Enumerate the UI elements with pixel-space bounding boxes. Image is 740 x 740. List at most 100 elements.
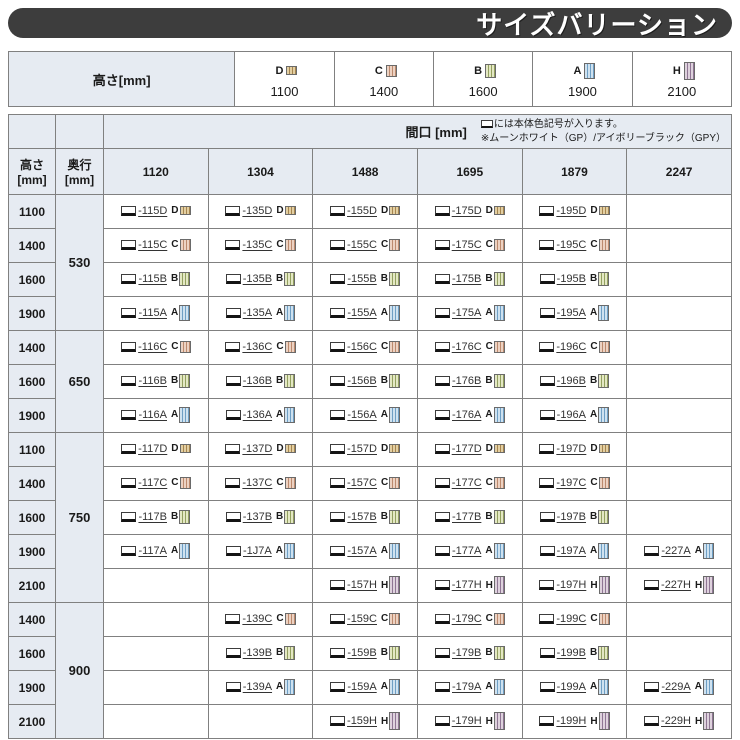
model-link[interactable]: -157C	[330, 477, 377, 489]
model-link[interactable]: -195C	[539, 239, 586, 251]
model-link[interactable]: -157H	[330, 579, 377, 591]
model-link[interactable]: -195D	[539, 205, 586, 217]
model-link[interactable]: -179H	[434, 715, 482, 727]
color-code-box-icon	[330, 409, 346, 420]
model-link[interactable]: -137D	[225, 443, 272, 455]
model-link[interactable]: -139A	[225, 681, 272, 693]
model-link[interactable]: -156A	[330, 409, 377, 421]
model-link[interactable]: -227H	[644, 579, 691, 591]
model-link[interactable]: -117A	[121, 545, 167, 557]
color-code-box-icon	[121, 205, 137, 216]
model-link[interactable]: -176C	[434, 341, 482, 353]
type-letter: C	[485, 613, 493, 624]
model-link[interactable]: -197B	[539, 511, 586, 523]
model-link[interactable]: -196C	[539, 341, 586, 353]
model-link[interactable]: -157B	[330, 511, 377, 523]
table-row: 1400 -117C C -137C C -157C C -177C C -197C C	[8, 466, 732, 501]
model-link[interactable]: -156C	[330, 341, 377, 353]
model-link[interactable]: -175B	[435, 273, 481, 285]
model-link[interactable]: -177D	[434, 443, 482, 455]
model-link[interactable]: -117D	[121, 443, 167, 455]
model-link[interactable]: -196B	[539, 375, 586, 387]
model-link[interactable]: -139C	[225, 613, 272, 625]
model-link[interactable]: -157A	[330, 545, 377, 557]
color-code-box-icon	[330, 477, 346, 488]
model-link[interactable]: -135A	[225, 307, 272, 319]
model-link[interactable]: -176B	[435, 375, 481, 387]
model-link[interactable]: -179C	[434, 613, 482, 625]
model-link[interactable]: -155A	[330, 307, 377, 319]
model-link[interactable]: -115D	[121, 205, 167, 217]
model-link[interactable]: -176A	[435, 409, 481, 421]
model-link[interactable]: -175C	[434, 239, 482, 251]
model-link[interactable]: -135B	[225, 273, 272, 285]
model-link[interactable]: -117B	[121, 511, 167, 523]
model-link[interactable]: -156B	[330, 375, 377, 387]
model-link[interactable]: -175A	[435, 307, 481, 319]
model-link[interactable]: -199A	[539, 680, 587, 693]
type-letter: H	[590, 579, 598, 591]
model-link[interactable]: -159A	[330, 681, 377, 693]
model-link[interactable]: -199B	[539, 647, 586, 659]
model-link[interactable]: -175D	[434, 205, 482, 217]
model-link[interactable]: -195B	[539, 273, 586, 285]
model-link[interactable]: -136C	[225, 341, 272, 353]
model-cell: -137B B	[207, 500, 314, 535]
model-cell-content: -156A A	[330, 406, 400, 423]
model-link[interactable]: -135D	[225, 205, 272, 217]
model-link[interactable]: -115A	[121, 307, 167, 319]
model-link[interactable]: -159B	[330, 647, 377, 659]
model-link[interactable]: -197C	[539, 477, 586, 489]
legend-height-label: 高さ[mm]	[7, 51, 236, 107]
model-link[interactable]: -155C	[330, 239, 377, 251]
model-link[interactable]: -197D	[539, 443, 586, 455]
model-link[interactable]: -136B	[225, 375, 272, 387]
color-code-box-icon	[121, 477, 137, 488]
model-link[interactable]: -179B	[435, 647, 481, 659]
model-link[interactable]: -177B	[435, 511, 481, 523]
model-cell: -197C C	[521, 466, 628, 501]
model-number: -199A	[556, 680, 587, 693]
model-link[interactable]: -159H	[330, 715, 377, 727]
type-c-icon	[598, 476, 610, 489]
model-link[interactable]: -137B	[225, 511, 272, 523]
model-cell: -179B B	[416, 636, 523, 671]
model-cell-content: -117A A	[121, 542, 191, 559]
model-cell: -159B B	[312, 636, 418, 671]
model-link[interactable]: -197H	[539, 579, 586, 591]
model-link[interactable]: -177A	[435, 545, 481, 557]
model-link[interactable]: -116B	[121, 375, 167, 387]
model-link[interactable]: -155D	[330, 205, 377, 217]
model-link[interactable]: -199C	[539, 613, 586, 625]
model-number: -117A	[138, 544, 167, 557]
model-link[interactable]: -196A	[539, 409, 586, 421]
model-link[interactable]: -199H	[539, 715, 586, 727]
model-link[interactable]: -157D	[330, 443, 377, 455]
model-link[interactable]: -229A	[644, 681, 691, 693]
model-link[interactable]: -136A	[225, 409, 272, 421]
model-link[interactable]: -179A	[435, 681, 481, 693]
model-link[interactable]: -177C	[434, 477, 482, 489]
model-link[interactable]: -115B	[121, 273, 167, 285]
color-code-box-icon	[480, 119, 493, 128]
model-link[interactable]: -227A	[644, 545, 691, 557]
model-link[interactable]: -159C	[330, 613, 377, 625]
type-d-icon	[598, 444, 610, 453]
model-link[interactable]: -195A	[539, 307, 586, 319]
model-link[interactable]: -197A	[539, 545, 586, 557]
model-number: -155B	[347, 272, 377, 285]
model-link[interactable]: -155B	[330, 272, 377, 285]
model-link[interactable]: -1J7A	[225, 545, 272, 557]
model-link[interactable]: -229H	[644, 715, 691, 727]
model-link[interactable]: -117C	[121, 477, 167, 489]
model-link[interactable]: -135C	[225, 239, 272, 251]
model-link[interactable]: -137C	[225, 477, 272, 489]
model-link[interactable]: -116C	[121, 341, 167, 353]
model-link[interactable]: -177H	[434, 579, 482, 591]
row-height-label: 1600	[8, 636, 56, 671]
model-link[interactable]: -139B	[225, 647, 272, 659]
type-letter: A	[485, 409, 493, 420]
model-link[interactable]: -116A	[121, 409, 167, 421]
type-letter: D	[171, 443, 179, 454]
model-link[interactable]: -115C	[121, 239, 167, 251]
